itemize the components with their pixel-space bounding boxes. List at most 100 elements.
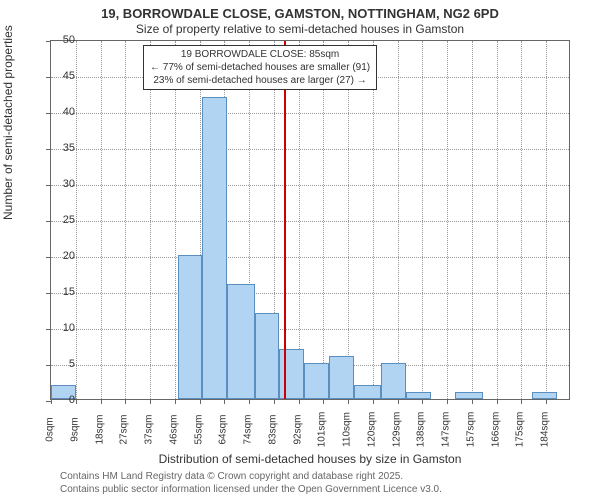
gridline-v	[422, 41, 423, 399]
gridline-v	[398, 41, 399, 399]
annotation-line: ← 77% of semi-detached houses are smalle…	[150, 61, 370, 74]
xtick-label: 166sqm	[490, 412, 501, 448]
gridline-h	[51, 329, 569, 330]
copyright-notice: Contains HM Land Registry data © Crown c…	[60, 470, 442, 496]
gridline-v	[299, 41, 300, 399]
chart-title-main: 19, BORROWDALE CLOSE, GAMSTON, NOTTINGHA…	[0, 6, 600, 21]
xtick-mark	[323, 399, 324, 404]
gridline-v	[348, 41, 349, 399]
xtick-label: 157sqm	[465, 412, 476, 448]
ytick-label: 50	[35, 34, 75, 46]
gridline-h	[51, 113, 569, 114]
gridline-v	[101, 41, 102, 399]
chart-title-sub: Size of property relative to semi-detach…	[0, 22, 600, 36]
gridline-v	[546, 41, 547, 399]
ytick-label: 10	[35, 322, 75, 334]
gridline-v	[447, 41, 448, 399]
xtick-mark	[125, 399, 126, 404]
gridline-v	[373, 41, 374, 399]
xtick-label: 184sqm	[540, 412, 551, 448]
ytick-label: 5	[35, 358, 75, 370]
ytick-label: 40	[35, 106, 75, 118]
histogram-chart: 19, BORROWDALE CLOSE, GAMSTON, NOTTINGHA…	[0, 0, 600, 500]
gridline-v	[150, 41, 151, 399]
gridline-h	[51, 257, 569, 258]
ytick-label: 35	[35, 142, 75, 154]
gridline-h	[51, 185, 569, 186]
xtick-label: 92sqm	[292, 414, 303, 444]
gridline-v	[521, 41, 522, 399]
xtick-mark	[497, 399, 498, 404]
histogram-bar	[227, 284, 255, 399]
xtick-label: 74sqm	[243, 414, 254, 444]
xtick-mark	[76, 399, 77, 404]
gridline-v	[472, 41, 473, 399]
xtick-mark	[398, 399, 399, 404]
gridline-v	[76, 41, 77, 399]
plot-area: 19 BORROWDALE CLOSE: 85sqm← 77% of semi-…	[50, 40, 570, 400]
ytick-label: 30	[35, 178, 75, 190]
gridline-v	[323, 41, 324, 399]
xtick-mark	[175, 399, 176, 404]
xtick-mark	[546, 399, 547, 404]
copyright-line-2: Contains public sector information licen…	[60, 483, 442, 496]
ytick-label: 45	[35, 70, 75, 82]
xtick-mark	[447, 399, 448, 404]
gridline-h	[51, 221, 569, 222]
xtick-mark	[274, 399, 275, 404]
gridline-v	[175, 41, 176, 399]
ytick-label: 0	[35, 394, 75, 406]
gridline-v	[125, 41, 126, 399]
reference-line	[284, 41, 286, 399]
xtick-label: 46sqm	[168, 414, 179, 444]
xtick-label: 120sqm	[366, 412, 377, 448]
histogram-bar	[532, 392, 557, 399]
xtick-label: 64sqm	[218, 414, 229, 444]
xtick-mark	[150, 399, 151, 404]
histogram-bar	[255, 313, 280, 399]
histogram-bar	[455, 392, 483, 399]
xtick-label: 101sqm	[317, 412, 328, 448]
annotation-box: 19 BORROWDALE CLOSE: 85sqm← 77% of semi-…	[143, 45, 377, 90]
xtick-label: 9sqm	[69, 417, 80, 441]
gridline-v	[497, 41, 498, 399]
histogram-bar	[304, 363, 329, 399]
histogram-bar	[329, 356, 354, 399]
histogram-bar	[202, 97, 227, 399]
xtick-label: 110sqm	[342, 412, 353, 447]
xtick-label: 147sqm	[441, 412, 452, 448]
xtick-mark	[422, 399, 423, 404]
xtick-label: 18sqm	[94, 414, 105, 444]
ytick-label: 15	[35, 286, 75, 298]
histogram-bar	[406, 392, 431, 399]
histogram-bar	[178, 255, 203, 399]
xtick-label: 175sqm	[515, 412, 526, 448]
ytick-label: 20	[35, 250, 75, 262]
xtick-label: 0sqm	[45, 417, 56, 441]
xtick-label: 129sqm	[391, 412, 402, 448]
xtick-mark	[348, 399, 349, 404]
xtick-label: 138sqm	[416, 412, 427, 448]
xtick-mark	[224, 399, 225, 404]
xtick-mark	[249, 399, 250, 404]
annotation-line: 23% of semi-detached houses are larger (…	[150, 74, 370, 87]
xtick-mark	[373, 399, 374, 404]
xtick-label: 83sqm	[267, 414, 278, 444]
histogram-bar	[354, 385, 382, 399]
xtick-label: 37sqm	[144, 414, 155, 444]
copyright-line-1: Contains HM Land Registry data © Crown c…	[60, 470, 442, 483]
xtick-mark	[101, 399, 102, 404]
gridline-h	[51, 149, 569, 150]
annotation-line: 19 BORROWDALE CLOSE: 85sqm	[150, 48, 370, 61]
histogram-bar	[381, 363, 406, 399]
gridline-h	[51, 293, 569, 294]
xtick-label: 55sqm	[193, 414, 204, 444]
xtick-mark	[200, 399, 201, 404]
ytick-label: 25	[35, 214, 75, 226]
xtick-mark	[521, 399, 522, 404]
xtick-label: 27sqm	[119, 414, 130, 444]
xtick-mark	[299, 399, 300, 404]
xtick-mark	[472, 399, 473, 404]
x-axis-label: Distribution of semi-detached houses by …	[50, 452, 570, 466]
y-axis-label: Number of semi-detached properties	[1, 25, 15, 220]
